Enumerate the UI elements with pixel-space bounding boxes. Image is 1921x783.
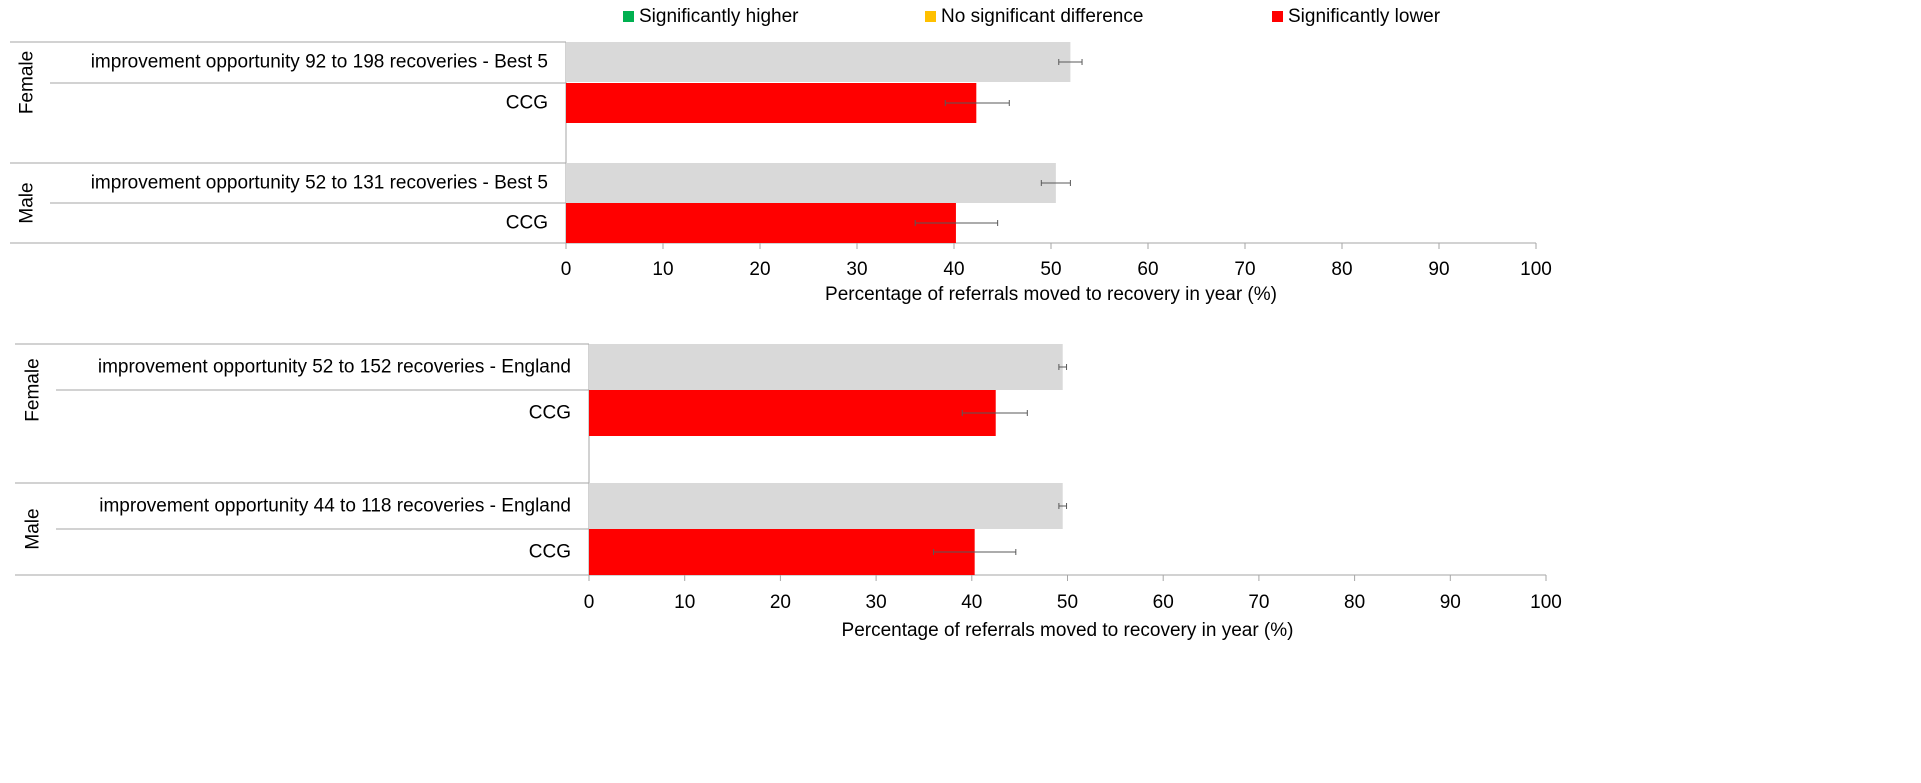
- bar: [566, 42, 1071, 82]
- bar-category-label: improvement opportunity 52 to 152 recove…: [98, 357, 571, 378]
- x-tick-label: 100: [1520, 259, 1552, 280]
- legend-swatch: [1272, 11, 1283, 22]
- group-label: Male: [23, 508, 44, 549]
- x-tick-label: 100: [1530, 592, 1562, 613]
- legend-item: No significant difference: [925, 6, 1143, 27]
- bar: [566, 163, 1056, 203]
- x-tick-label: 70: [1248, 592, 1269, 613]
- legend-label: Significantly higher: [639, 6, 799, 27]
- legend-label: Significantly lower: [1288, 6, 1441, 27]
- x-tick-label: 10: [652, 259, 673, 280]
- x-tick-label: 0: [561, 259, 572, 280]
- bar: [566, 203, 956, 243]
- x-tick-label: 50: [1057, 592, 1078, 613]
- x-tick-label: 80: [1344, 592, 1365, 613]
- x-tick-label: 70: [1234, 259, 1255, 280]
- bar: [589, 483, 1063, 529]
- x-axis-title: Percentage of referrals moved to recover…: [825, 284, 1277, 305]
- group-label: Male: [17, 182, 38, 223]
- x-tick-label: 10: [674, 592, 695, 613]
- x-tick-label: 50: [1040, 259, 1061, 280]
- legend-item: Significantly higher: [623, 6, 799, 27]
- bar-category-label: CCG: [529, 542, 571, 563]
- x-axis-title: Percentage of referrals moved to recover…: [842, 620, 1294, 641]
- x-tick-label: 80: [1331, 259, 1352, 280]
- bar-category-label: CCG: [529, 403, 571, 424]
- x-tick-label: 30: [866, 592, 887, 613]
- group-label: Female: [17, 51, 38, 114]
- bar-category-label: CCG: [506, 93, 548, 114]
- bar-category-label: improvement opportunity 44 to 118 recove…: [99, 496, 571, 517]
- bar-category-label: improvement opportunity 92 to 198 recove…: [91, 52, 548, 73]
- legend-item: Significantly lower: [1272, 6, 1441, 27]
- legend-label: No significant difference: [941, 6, 1143, 27]
- bar: [589, 529, 975, 575]
- legend: Significantly higher No significant diffe…: [623, 6, 1441, 27]
- x-tick-label: 0: [584, 592, 595, 613]
- x-tick-label: 40: [961, 592, 982, 613]
- x-tick-label: 20: [749, 259, 770, 280]
- x-tick-label: 20: [770, 592, 791, 613]
- x-tick-label: 90: [1440, 592, 1461, 613]
- group-label: Female: [23, 358, 44, 421]
- bar: [566, 83, 977, 123]
- x-tick-label: 40: [943, 259, 964, 280]
- x-tick-label: 60: [1153, 592, 1174, 613]
- chart-panel-1: 0 10 20 30 40 50 60 70 80 90 100 Percentage of refe…: [10, 41, 1552, 305]
- x-tick-label: 90: [1428, 259, 1449, 280]
- x-tick-label: 30: [846, 259, 867, 280]
- bar: [589, 344, 1063, 390]
- bar-category-label: improvement opportunity 52 to 131 recove…: [91, 173, 548, 194]
- bar-category-label: CCG: [506, 213, 548, 234]
- legend-swatch: [925, 11, 936, 22]
- legend-swatch: [623, 11, 634, 22]
- bar: [589, 390, 996, 436]
- x-tick-label: 60: [1137, 259, 1158, 280]
- chart-panel-2: 0 10 20 30 40 50 60 70 80 90 100 Percentage of refe…: [15, 343, 1562, 641]
